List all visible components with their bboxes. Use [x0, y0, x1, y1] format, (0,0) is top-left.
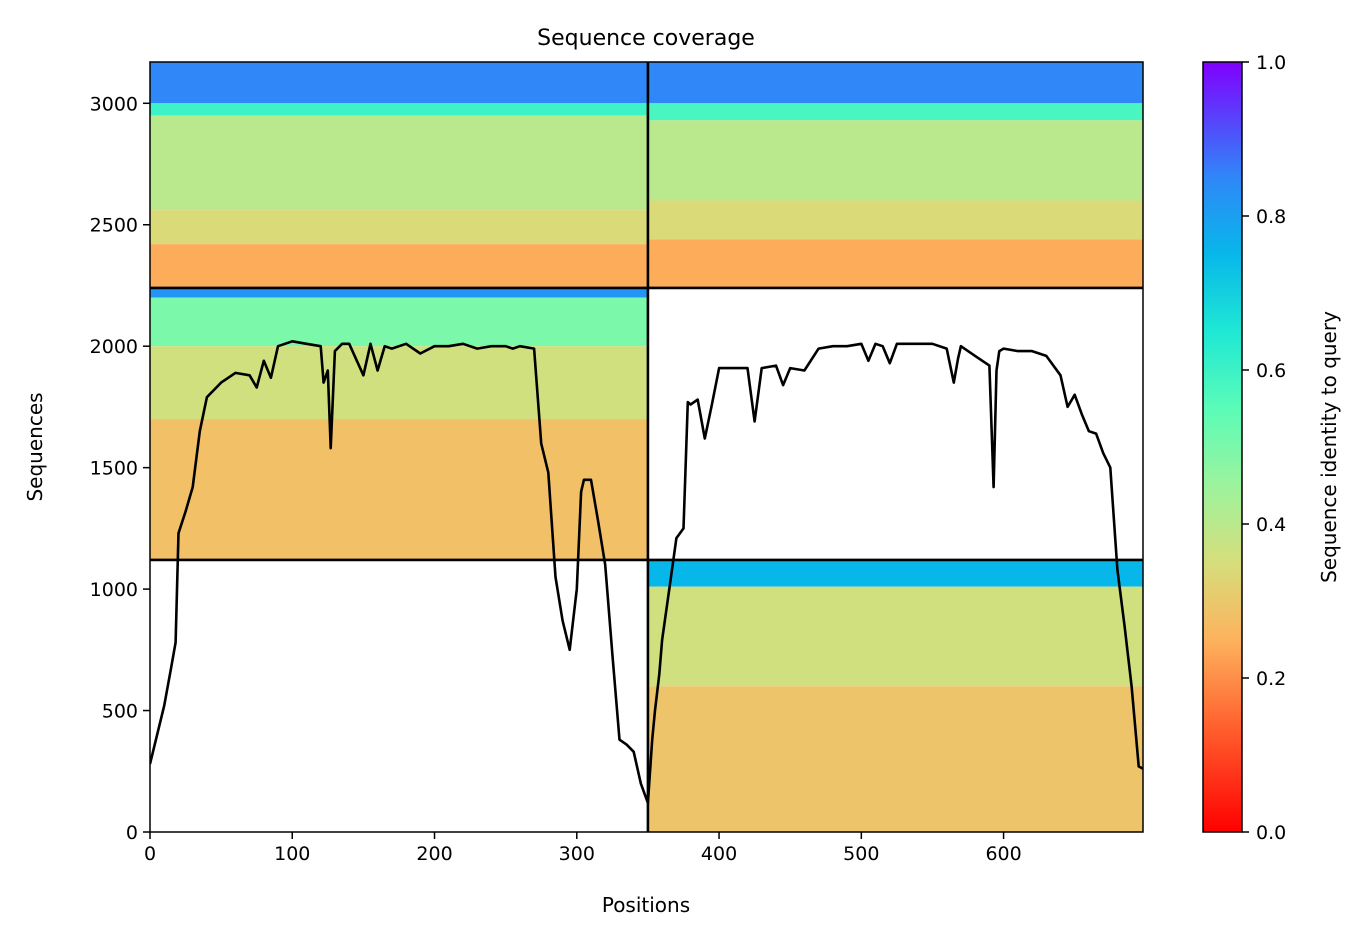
- block-3-band-1: [647, 586, 1143, 687]
- block-2-band-3: [150, 419, 648, 560]
- block-0-band-2: [150, 115, 648, 211]
- y-tick-label: 0: [126, 822, 138, 844]
- block-3-band-2: [647, 686, 1143, 832]
- x-tick-label: 300: [559, 843, 595, 865]
- block-1-band-3: [647, 200, 1143, 240]
- x-tick-label: 0: [144, 843, 156, 865]
- x-axis-label: Positions: [602, 893, 690, 917]
- colorbar: 0.0 0.2 0.4 0.6 0.8 1.0 Sequence identity to …: [1202, 52, 1341, 844]
- colorbar-tick-label: 1.0: [1256, 52, 1286, 74]
- colorbar-tick-label: 0.8: [1256, 206, 1286, 228]
- block-1-band-1: [647, 103, 1143, 121]
- y-tick-label: 500: [102, 701, 138, 723]
- x-tick-label: 500: [843, 843, 879, 865]
- block-1-band-2: [647, 120, 1143, 201]
- block-2-band-2: [150, 346, 648, 420]
- x-axis-ticks: 0 100 200 300 400 500 600: [144, 832, 1022, 865]
- y-axis-ticks: 0 500 1000 1500 2000 2500 3000: [90, 93, 150, 844]
- chain-boundary-lines: [150, 62, 1143, 832]
- plot-frame: [149, 61, 1144, 833]
- chart-title: Sequence coverage: [537, 26, 755, 51]
- colorbar-tick-label: 0.2: [1256, 668, 1286, 690]
- x-tick-label: 400: [701, 843, 737, 865]
- colorbar-label: Sequence identity to query: [1317, 311, 1341, 583]
- coverage-line: [150, 339, 1143, 805]
- block-0-band-3: [150, 210, 648, 245]
- block-2-band-0: [150, 287, 648, 298]
- block-2-band-1: [150, 297, 648, 347]
- block-1-band-4: [647, 239, 1143, 288]
- block-3-band-0: [647, 559, 1143, 587]
- colorbar-ticks: 0.0 0.2 0.4 0.6 0.8 1.0: [1242, 52, 1286, 844]
- colorbar-gradient: [1202, 61, 1243, 833]
- y-tick-label: 1500: [90, 458, 138, 480]
- plot-area: [149, 61, 1144, 833]
- y-tick-label: 3000: [90, 93, 138, 115]
- colorbar-tick-label: 0.6: [1256, 360, 1286, 382]
- block-0-band-0: [150, 62, 648, 104]
- y-tick-label: 2500: [90, 215, 138, 237]
- y-tick-label: 1000: [90, 579, 138, 601]
- block-0-band-4: [150, 244, 648, 288]
- alignment-blocks: [150, 62, 1143, 832]
- colorbar-tick-label: 0.4: [1256, 514, 1286, 536]
- colorbar-tick-label: 0.0: [1256, 822, 1286, 844]
- y-tick-label: 2000: [90, 336, 138, 358]
- y-axis-label: Sequences: [23, 392, 47, 501]
- x-tick-label: 200: [416, 843, 452, 865]
- block-0-band-1: [150, 103, 648, 116]
- block-1-band-0: [647, 62, 1143, 104]
- x-tick-label: 600: [985, 843, 1021, 865]
- x-tick-label: 100: [274, 843, 310, 865]
